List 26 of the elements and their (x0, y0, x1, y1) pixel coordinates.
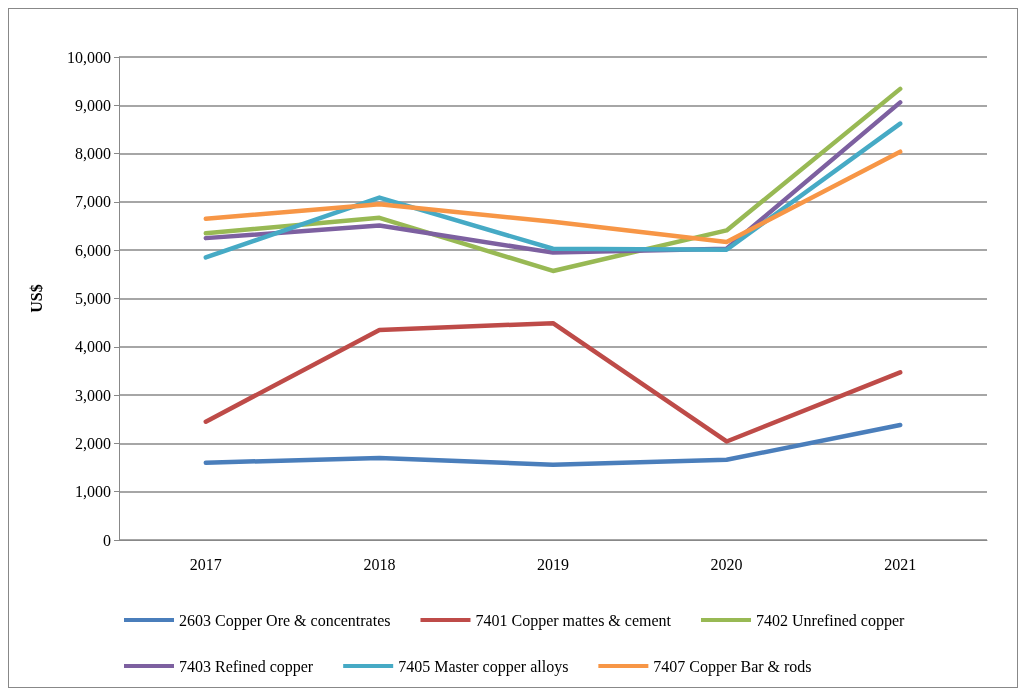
line-series (203, 422, 903, 467)
x-tick-label: 2017 (189, 555, 222, 573)
legend-label: 7407 Copper Bar & rods (653, 657, 812, 676)
legend-label: 7405 Master copper alloys (398, 657, 569, 676)
y-tick-label: 1,000 (75, 483, 111, 501)
x-tick-label: 2020 (710, 555, 743, 573)
y-tick-label: 4,000 (75, 338, 111, 356)
legend-label: 7402 Unrefined copper (755, 611, 906, 630)
legend-label: 2603 Copper Ore & concentrates (179, 611, 391, 630)
legend-label: 7401 Copper mattes & cement (475, 611, 672, 630)
y-tick-label: 5,000 (75, 290, 111, 307)
y-tick-label: 2,000 (75, 434, 111, 452)
x-tick-label: 2021 (884, 555, 917, 573)
legend-label: 7403 Refined copper (179, 657, 314, 676)
y-tick-label: 10,000 (67, 48, 111, 66)
y-tick-label: 0 (103, 531, 111, 549)
y-tick-label: 8,000 (75, 145, 111, 163)
y-tick-label: 7,000 (75, 193, 111, 211)
y-axis-title: US$ (27, 284, 45, 313)
y-tick-label: 3,000 (75, 386, 111, 404)
x-tick-label: 2019 (537, 555, 569, 573)
y-tick-label: 9,000 (75, 96, 111, 114)
line-series (203, 149, 903, 245)
x-tick-label: 2018 (363, 555, 396, 573)
line-series (203, 320, 903, 444)
y-tick-label: 6,000 (75, 241, 111, 259)
